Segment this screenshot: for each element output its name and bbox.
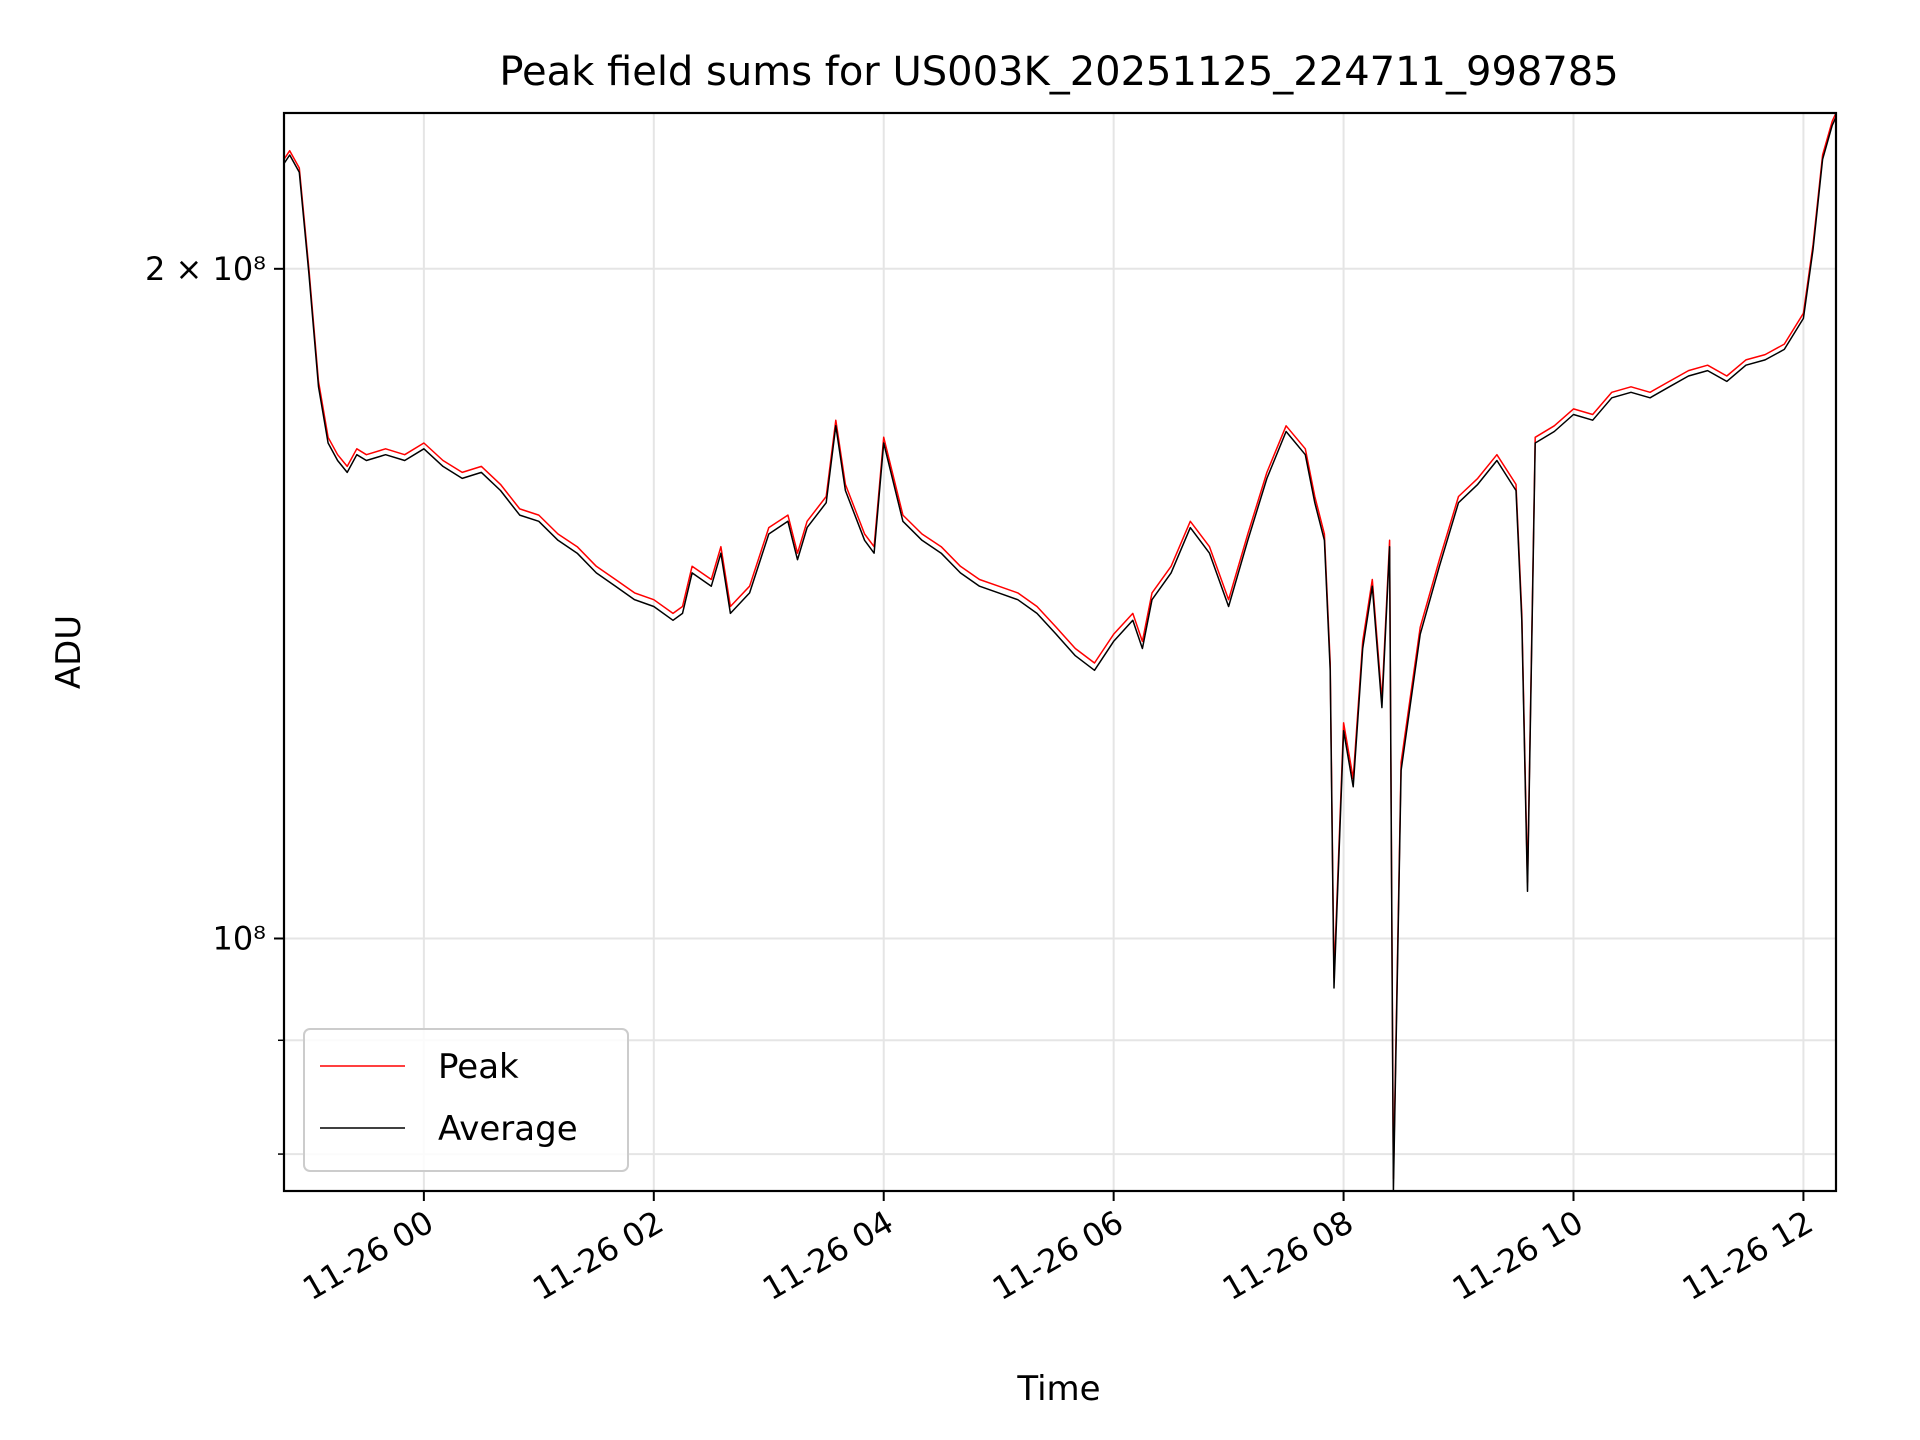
legend-peak-label: Peak bbox=[438, 1047, 519, 1087]
y-tick-label: 2 × 10⁸ bbox=[145, 250, 266, 288]
legend-box bbox=[303, 1028, 629, 1172]
chart-title: Peak field sums for US003K_20251125_2247… bbox=[499, 49, 1618, 95]
y-axis-label: ADU bbox=[49, 615, 89, 689]
x-axis-label: Time bbox=[1016, 1369, 1100, 1409]
series-layer bbox=[284, 113, 1836, 1191]
series-line-peak bbox=[284, 113, 1836, 1180]
plot-frame bbox=[282, 111, 1838, 1193]
y-axis: 10⁸ 2 × 10⁸ bbox=[145, 250, 284, 1155]
legend-average-label: Average bbox=[438, 1109, 578, 1149]
legend: Peak Average bbox=[303, 1028, 629, 1172]
series-line-average bbox=[284, 116, 1836, 1191]
y-tick-label: 10⁸ bbox=[212, 919, 266, 957]
